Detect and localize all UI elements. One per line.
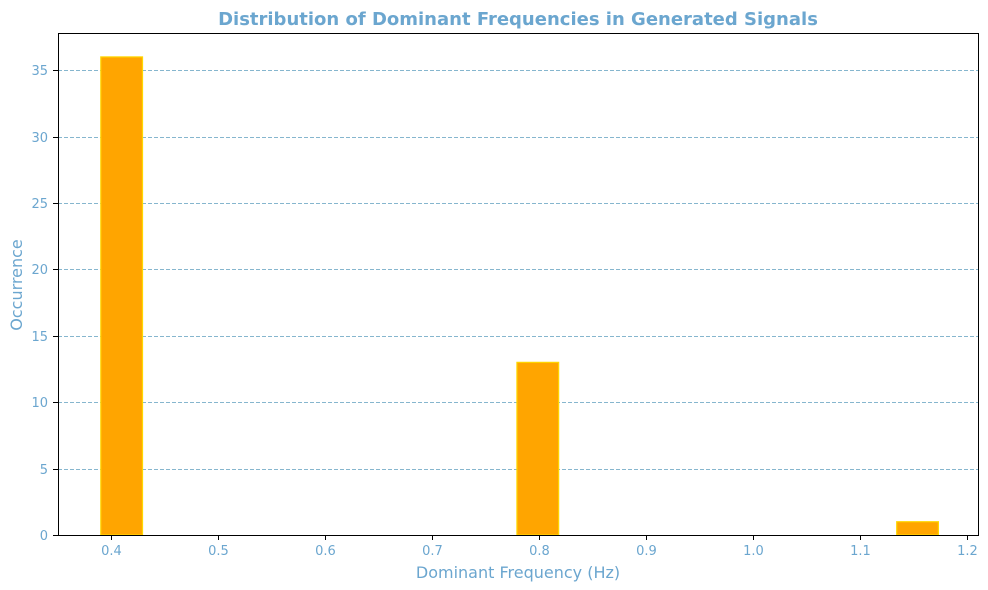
x-tick-label: 1.2 — [957, 544, 978, 559]
x-axis-ticks: 0.4 0.5 0.6 0.7 0.8 0.9 1.0 1.1 1.2 — [101, 535, 978, 559]
y-tick-label: 15 — [31, 330, 48, 345]
x-tick-label: 0.7 — [422, 544, 443, 559]
x-tick-label: 0.4 — [101, 544, 122, 559]
y-tick-label: 25 — [31, 197, 48, 212]
y-tick-label: 30 — [31, 131, 48, 146]
histogram-bar — [516, 361, 560, 536]
y-tick-label: 20 — [31, 263, 48, 278]
x-tick-label: 1.1 — [850, 544, 871, 559]
bars — [100, 56, 940, 536]
chart-title: Distribution of Dominant Frequencies in … — [218, 9, 818, 30]
x-tick-label: 0.8 — [529, 544, 550, 559]
y-axis-ticks: 0 5 10 15 20 25 30 35 — [31, 64, 58, 544]
y-axis-label: Occurrence — [7, 239, 26, 330]
plot-frame — [58, 33, 979, 536]
y-tick-label: 35 — [31, 64, 48, 79]
y-tick-label: 0 — [40, 529, 48, 544]
x-tick-label: 1.0 — [743, 544, 764, 559]
x-tick-label: 0.6 — [315, 544, 336, 559]
x-tick-label: 0.9 — [636, 544, 657, 559]
histogram-bar — [896, 521, 940, 536]
x-axis-label: Dominant Frequency (Hz) — [416, 563, 620, 582]
histogram-bar — [100, 56, 144, 536]
y-tick-label: 10 — [31, 396, 48, 411]
x-tick-label: 0.5 — [208, 544, 229, 559]
y-tick-label: 5 — [40, 463, 48, 478]
